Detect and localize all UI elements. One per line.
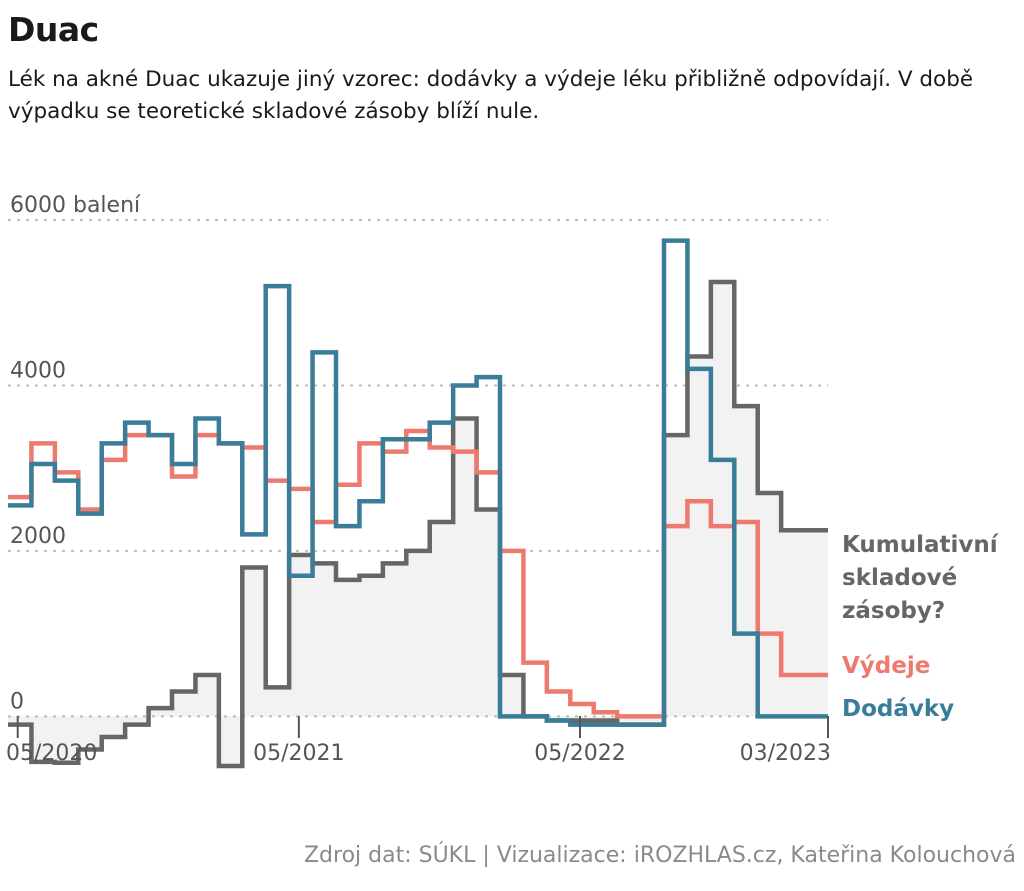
x-tick-label-1: 05/2021 bbox=[253, 741, 344, 766]
chart-subtitle: Lék na akné Duac ukazuje jiný vzorec: do… bbox=[8, 67, 974, 124]
y-tick-label-2000: 2000 bbox=[10, 524, 66, 549]
legend-supply: Dodávky bbox=[842, 696, 954, 722]
y-tick-label-6000: 6000 balení bbox=[10, 193, 141, 218]
gridlines bbox=[8, 219, 828, 552]
legend-stock-line-3: zásoby? bbox=[842, 598, 945, 624]
x-tick-label-0: 05/2020 bbox=[6, 741, 97, 766]
x-tick-label-2: 05/2022 bbox=[534, 741, 625, 766]
legend-stock-line-2: skladové bbox=[842, 565, 957, 591]
legend-stock-line-1: Kumulativní bbox=[842, 532, 999, 558]
y-tick-label-0: 0 bbox=[10, 689, 24, 714]
source-credit: Zdroj dat: SÚKL | Vizualizace: iROZHLAS.… bbox=[303, 843, 1016, 868]
chart-title: Duac bbox=[8, 10, 99, 49]
supply-line bbox=[8, 238, 828, 727]
x-tick-label-3: 03/2023 bbox=[740, 741, 831, 766]
legend: Kumulativní skladové zásoby? Výdeje Dodá… bbox=[842, 532, 999, 722]
y-axis-ticks: 0 2000 4000 6000 balení bbox=[10, 193, 141, 714]
y-tick-label-4000: 4000 bbox=[10, 358, 66, 383]
stock-line bbox=[8, 279, 828, 769]
legend-dispense: Výdeje bbox=[842, 653, 930, 679]
x-axis-ticks: 05/2020 05/2021 05/2022 03/2023 bbox=[6, 716, 831, 766]
